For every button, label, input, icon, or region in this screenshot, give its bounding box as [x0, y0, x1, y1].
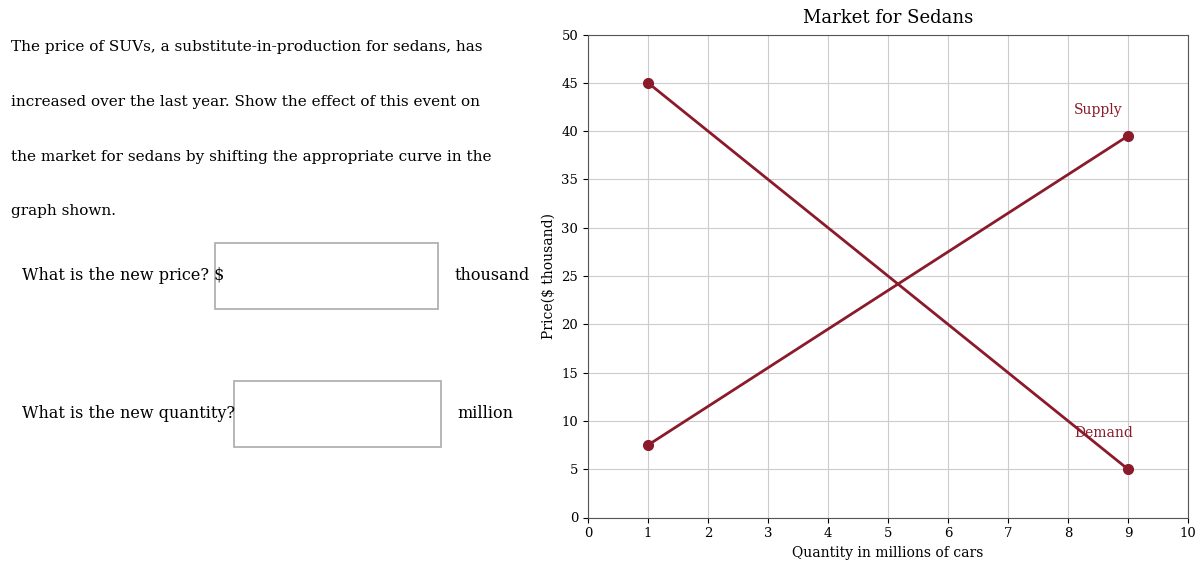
- Text: The price of SUVs, a substitute-in-production for sedans, has: The price of SUVs, a substitute-in-produ…: [11, 40, 482, 54]
- FancyBboxPatch shape: [215, 243, 438, 309]
- FancyBboxPatch shape: [234, 381, 440, 447]
- Text: thousand: thousand: [455, 267, 530, 285]
- Text: What is the new quantity?: What is the new quantity?: [23, 405, 235, 423]
- Text: million: million: [457, 405, 514, 423]
- X-axis label: Quantity in millions of cars: Quantity in millions of cars: [792, 546, 984, 560]
- Text: What is the new price? $: What is the new price? $: [23, 267, 224, 285]
- Y-axis label: Price($ thousand): Price($ thousand): [542, 213, 556, 339]
- Text: increased over the last year. Show the effect of this event on: increased over the last year. Show the e…: [11, 95, 480, 109]
- Text: Demand: Demand: [1074, 426, 1133, 440]
- Text: graph shown.: graph shown.: [11, 204, 116, 218]
- Text: the market for sedans by shifting the appropriate curve in the: the market for sedans by shifting the ap…: [11, 150, 492, 163]
- Text: Supply: Supply: [1074, 102, 1123, 117]
- Title: Market for Sedans: Market for Sedans: [803, 9, 973, 28]
